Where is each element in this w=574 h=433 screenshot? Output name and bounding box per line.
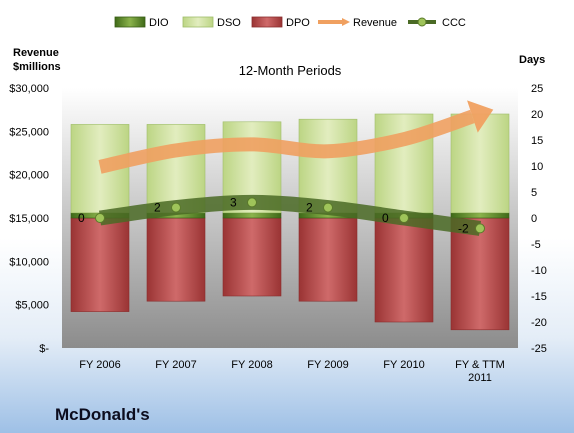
y-left-tick-label: $25,000 (9, 126, 49, 138)
bar-dpo (146, 217, 206, 302)
y-right-tick-label: -5 (531, 239, 541, 251)
ccc-point (247, 197, 257, 208)
y-right-axis-label: Days (519, 54, 545, 66)
bar-dso (298, 118, 358, 214)
y-left-tick-label: $5,000 (15, 300, 49, 312)
ccc-point (171, 202, 181, 213)
y-right-tick-label: -15 (531, 291, 547, 303)
y-right-tick-label: 20 (531, 109, 543, 121)
legend-swatch-dio (114, 16, 146, 28)
legend-label-ccc: CCC (442, 17, 466, 29)
ccc-point (399, 213, 409, 223)
x-tick-label: FY 2009 (307, 359, 348, 371)
legend-swatch-dso (182, 16, 214, 28)
y-right-tick-label: 10 (531, 161, 543, 173)
y-right-tick-label: 25 (531, 83, 543, 95)
y-right-tick-label: 15 (531, 135, 543, 147)
x-tick-label: FY 2010 (383, 359, 424, 371)
y-right-tick-label: -20 (531, 317, 547, 329)
bar-dso (146, 124, 206, 214)
bar-dpo (374, 217, 434, 323)
bar-dpo (222, 217, 282, 297)
bar-dso (450, 113, 510, 214)
legend-label-revenue: Revenue (353, 17, 397, 29)
legend-swatch-dpo (251, 16, 283, 28)
y-left-tick-label: $15,000 (9, 213, 49, 225)
revenue-line (98, 109, 475, 174)
ccc-data-label: 2 (154, 201, 161, 215)
y-left-axis-label-line2: $millions (13, 61, 61, 73)
ccc-point (323, 202, 333, 213)
ccc-data-label: 2 (306, 201, 313, 215)
ccc-data-label: -2 (458, 221, 469, 235)
ccc-data-label: 0 (382, 211, 389, 225)
ccc-data-label: 3 (230, 195, 237, 209)
ccc-data-label: 0 (78, 211, 85, 225)
ccc-line (98, 194, 482, 236)
bar-dio (450, 212, 510, 219)
y-left-tick-label: $30,000 (9, 83, 49, 95)
ccc-point (475, 223, 485, 234)
y-right-tick-label: 0 (531, 213, 537, 225)
x-tick-label: FY 2007 (155, 359, 196, 371)
legend-label-dso: DSO (217, 17, 241, 29)
x-tick-label: FY 2008 (231, 359, 272, 371)
x-tick-label: FY & TTM 2011 (455, 359, 505, 384)
legend-label-dpo: DPO (286, 17, 310, 29)
bar-dio (222, 212, 282, 219)
y-left-tick-label: $10,000 (9, 256, 49, 268)
y-right-tick-label: 5 (531, 187, 537, 199)
revenue-arrowhead (467, 100, 494, 133)
company-name: McDonald's (55, 405, 150, 424)
y-left-axis-label-line1: Revenue (13, 47, 59, 59)
x-tick-label: FY 2006 (79, 359, 120, 371)
bar-dpo (450, 217, 510, 331)
y-right-tick-label: -25 (531, 343, 547, 355)
legend-label-dio: DIO (149, 17, 169, 29)
y-left-tick-label: $20,000 (9, 170, 49, 182)
ccc-point (95, 213, 105, 223)
chart-title: 12-Month Periods (239, 63, 342, 78)
bar-dpo (70, 217, 130, 312)
legend-swatch-ccc-dot (417, 17, 427, 27)
y-right-tick-label: -10 (531, 265, 547, 277)
bar-dpo (298, 217, 358, 302)
y-left-tick-label: $- (39, 343, 49, 355)
